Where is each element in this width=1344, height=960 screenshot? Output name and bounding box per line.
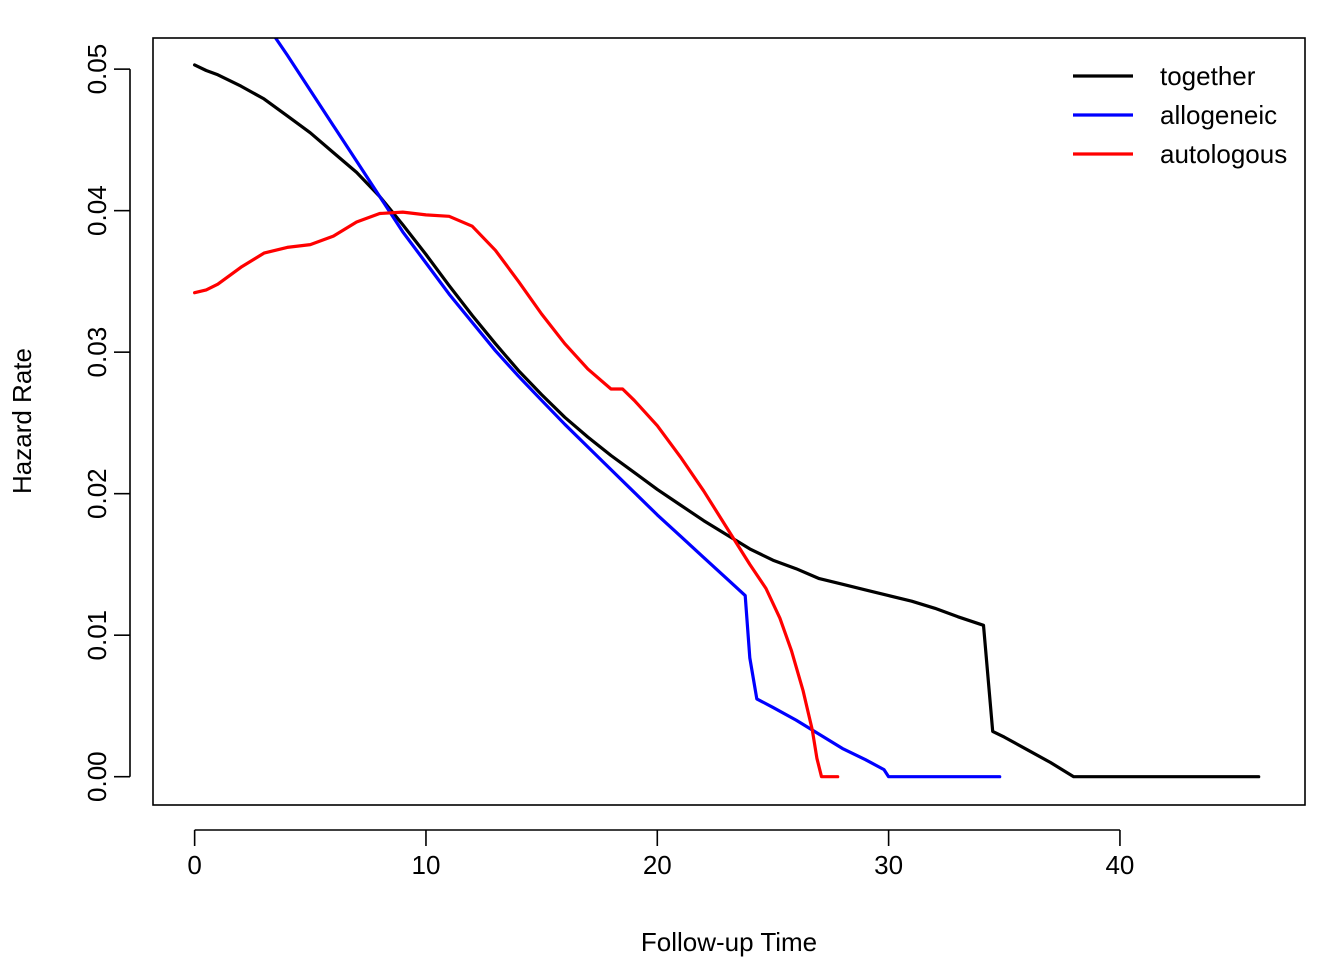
x-tick-label: 20 xyxy=(643,850,672,880)
legend-label-autologous: autologous xyxy=(1160,139,1287,169)
y-axis-title: Hazard Rate xyxy=(7,348,37,494)
legend-label-together: together xyxy=(1160,61,1256,91)
x-tick-label: 10 xyxy=(412,850,441,880)
x-axis: 0 10 20 30 40 xyxy=(187,829,1134,880)
y-tick-label: 0.03 xyxy=(82,327,112,378)
series-line-together xyxy=(193,63,1261,779)
x-tick-label: 0 xyxy=(187,850,201,880)
y-tick-label: 0.00 xyxy=(82,751,112,802)
y-tick-label: 0.01 xyxy=(82,610,112,661)
y-tick-label: 0.04 xyxy=(82,185,112,236)
x-axis-title: Follow-up Time xyxy=(641,927,817,957)
y-tick-label: 0.02 xyxy=(82,468,112,519)
y-tick-label: 0.05 xyxy=(82,44,112,95)
legend: together allogeneic autologous xyxy=(1073,61,1287,169)
x-tick-label: 30 xyxy=(874,850,903,880)
y-axis: 0.00 0.01 0.02 0.03 0.04 0.05 xyxy=(82,44,131,802)
series-layer xyxy=(193,38,1261,779)
series-line-autologous xyxy=(193,210,840,779)
legend-label-allogeneic: allogeneic xyxy=(1160,100,1277,130)
x-tick-label: 40 xyxy=(1105,850,1134,880)
series-line-allogeneic xyxy=(274,38,1002,779)
plot-frame xyxy=(152,37,1306,806)
